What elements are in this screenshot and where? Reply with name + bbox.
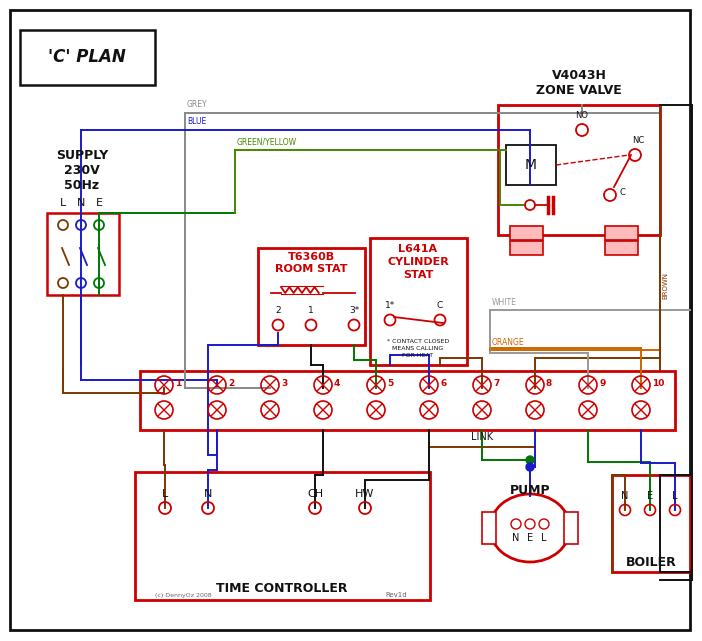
- Bar: [140, 371, 675, 430]
- Text: E: E: [647, 491, 653, 501]
- Text: 3: 3: [281, 378, 287, 388]
- Bar: [564, 512, 578, 544]
- Text: N: N: [204, 489, 212, 499]
- Text: 8: 8: [546, 378, 552, 388]
- Text: ZONE VALVE: ZONE VALVE: [536, 83, 622, 97]
- Text: L641A: L641A: [399, 244, 437, 254]
- Text: 50Hz: 50Hz: [65, 178, 100, 192]
- Text: 4: 4: [334, 378, 340, 388]
- Text: 7: 7: [493, 378, 499, 388]
- Text: 2: 2: [275, 306, 281, 315]
- Text: CH: CH: [307, 489, 323, 499]
- Text: N: N: [77, 198, 85, 208]
- Circle shape: [526, 463, 534, 471]
- Text: HW: HW: [355, 489, 375, 499]
- Bar: [258, 248, 365, 345]
- Bar: [510, 226, 543, 240]
- Text: C: C: [437, 301, 443, 310]
- Text: L: L: [60, 198, 66, 208]
- Text: T6360B: T6360B: [287, 252, 335, 262]
- Text: FOR HEAT: FOR HEAT: [402, 353, 434, 358]
- Bar: [482, 512, 496, 544]
- Text: TIME CONTROLLER: TIME CONTROLLER: [216, 581, 347, 594]
- Text: BLUE: BLUE: [187, 117, 206, 126]
- Text: MEANS CALLING: MEANS CALLING: [392, 346, 444, 351]
- Bar: [135, 472, 430, 600]
- Text: * CONTACT CLOSED: * CONTACT CLOSED: [387, 339, 449, 344]
- Text: 230V: 230V: [64, 163, 100, 176]
- Text: NO: NO: [576, 111, 588, 120]
- Text: M: M: [525, 158, 537, 172]
- Text: N: N: [621, 491, 629, 501]
- Text: ROOM STAT: ROOM STAT: [274, 264, 347, 274]
- Text: LINK: LINK: [471, 432, 493, 442]
- Bar: [498, 105, 660, 235]
- Text: L: L: [541, 533, 547, 543]
- Text: ORANGE: ORANGE: [492, 338, 524, 347]
- Bar: [370, 238, 467, 365]
- Bar: [612, 475, 690, 572]
- Circle shape: [526, 456, 534, 464]
- Text: BOILER: BOILER: [625, 556, 676, 569]
- Text: L: L: [162, 489, 168, 499]
- Text: E: E: [527, 533, 533, 543]
- Bar: [47, 213, 119, 295]
- Text: C: C: [619, 188, 625, 197]
- Text: 3*: 3*: [349, 306, 359, 315]
- Bar: [605, 226, 638, 240]
- Text: 10: 10: [652, 378, 664, 388]
- Text: N: N: [512, 533, 519, 543]
- Text: E: E: [95, 198, 102, 208]
- Text: 2: 2: [228, 378, 234, 388]
- Text: 1: 1: [308, 306, 314, 315]
- Text: SUPPLY: SUPPLY: [56, 149, 108, 162]
- Bar: [510, 241, 543, 255]
- Text: (c) DennyOz 2008: (c) DennyOz 2008: [155, 593, 211, 598]
- Text: NC: NC: [632, 136, 644, 145]
- Bar: [20, 30, 155, 85]
- Text: 6: 6: [440, 378, 446, 388]
- Text: 'C' PLAN: 'C' PLAN: [48, 48, 126, 66]
- Text: WHITE: WHITE: [492, 298, 517, 307]
- Text: GREY: GREY: [187, 100, 208, 109]
- Text: STAT: STAT: [403, 270, 433, 280]
- Text: CYLINDER: CYLINDER: [387, 257, 449, 267]
- Text: Rev1d: Rev1d: [385, 592, 406, 598]
- Text: PUMP: PUMP: [510, 483, 550, 497]
- Text: 9: 9: [599, 378, 605, 388]
- Bar: [506, 145, 556, 185]
- Ellipse shape: [490, 494, 570, 562]
- Text: BROWN: BROWN: [662, 272, 668, 299]
- Text: L: L: [673, 491, 677, 501]
- Text: 1*: 1*: [385, 301, 395, 310]
- Bar: [605, 241, 638, 255]
- Text: 5: 5: [387, 378, 393, 388]
- Text: 1: 1: [175, 378, 181, 388]
- Text: GREEN/YELLOW: GREEN/YELLOW: [237, 137, 297, 146]
- Text: V4043H: V4043H: [552, 69, 607, 81]
